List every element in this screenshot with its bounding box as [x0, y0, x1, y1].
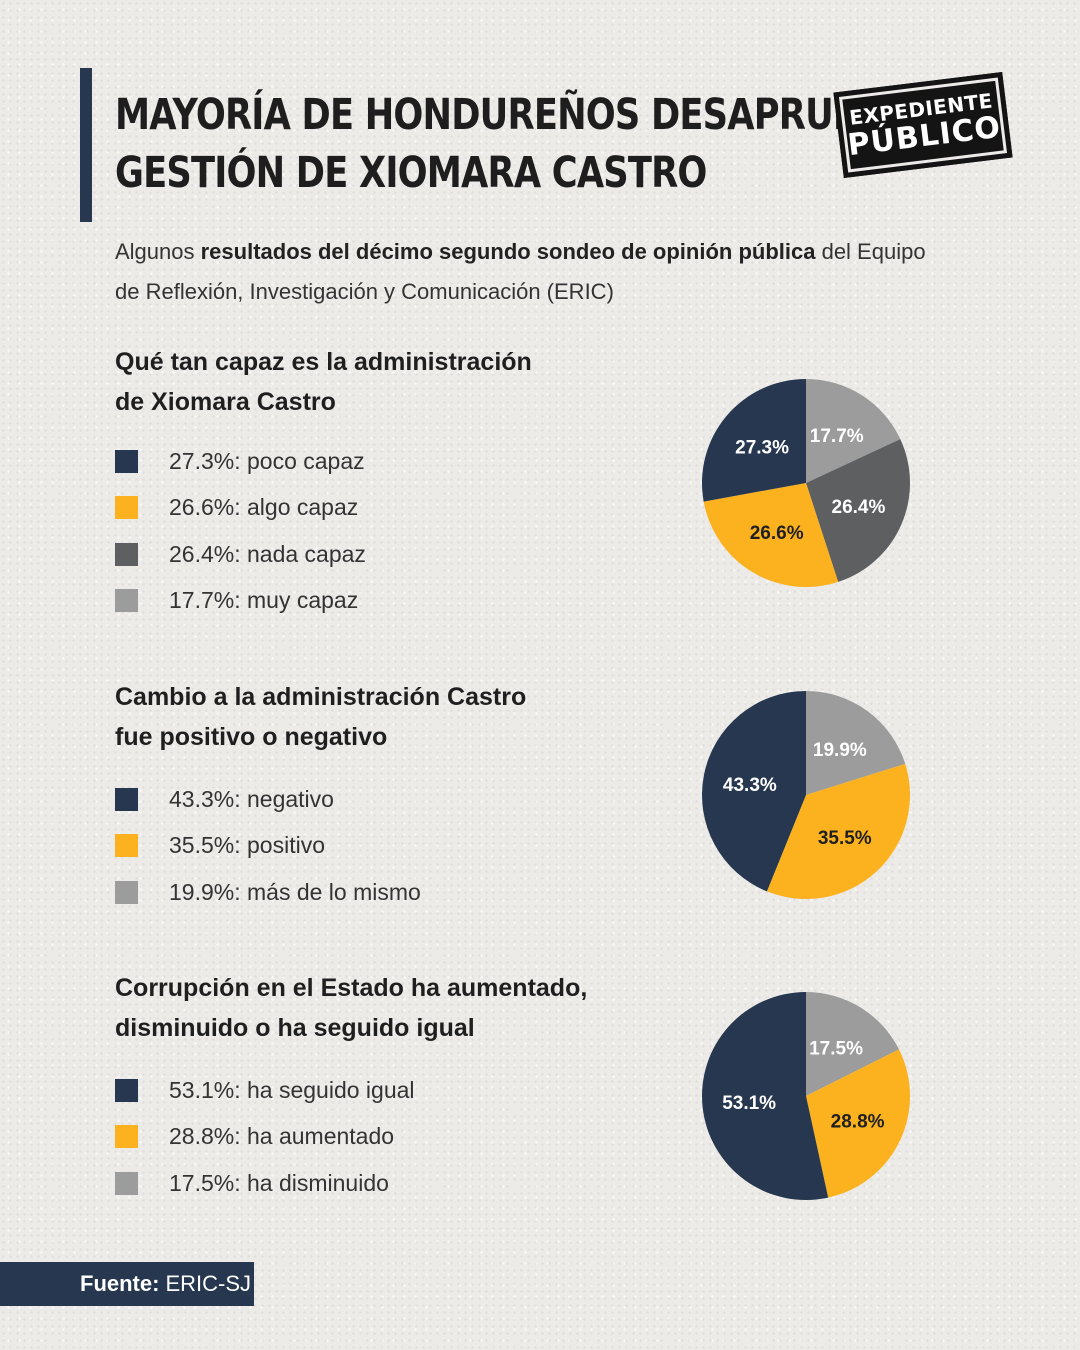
subtitle: Algunos resultados del décimo segundo so…: [115, 232, 935, 312]
pie-data-label: 17.5%: [809, 1038, 863, 1059]
pie-data-label: 17.7%: [810, 426, 864, 447]
legend-swatch: [115, 589, 138, 613]
legend-item: 43.3%: negativo: [115, 776, 421, 823]
legend-swatch: [115, 496, 138, 520]
pie-slice-ha-seguido-igual: [702, 992, 829, 1200]
pie-slice-más-de-lo-mismo: [806, 691, 906, 795]
legend-label: 53.1%: ha seguido igual: [169, 1076, 415, 1103]
chart-1-title: Qué tan capaz es la administración de Xi…: [115, 342, 635, 422]
legend-label: 35.5%: positivo: [169, 832, 325, 859]
legend-swatch: [115, 834, 138, 858]
legend-swatch: [115, 542, 138, 566]
subtitle-pre: Algunos: [115, 239, 201, 264]
pie-data-label: 27.3%: [735, 437, 789, 458]
legend-item: 26.6%: algo capaz: [115, 485, 366, 532]
chart-3-title-line-2: disminuido o ha seguido igual: [115, 1014, 475, 1042]
legend-item: 35.5%: positivo: [115, 823, 421, 870]
chart-1-title-line-2: de Xiomara Castro: [115, 388, 336, 416]
legend-label: 17.5%: ha disminuido: [169, 1169, 389, 1196]
pie-slice-poco-capaz: [702, 379, 806, 502]
legend-label: 19.9%: más de lo mismo: [169, 878, 421, 905]
pie-slice-muy-capaz: [806, 379, 901, 483]
legend-label: 26.4%: nada capaz: [169, 540, 366, 567]
pie-data-label: 35.5%: [818, 828, 872, 849]
legend-label: 26.6%: algo capaz: [169, 494, 359, 521]
legend-item: 19.9%: más de lo mismo: [115, 869, 421, 916]
pie-data-label: 43.3%: [723, 775, 777, 796]
expediente-publico-logo: EXPEDIENTE PÚBLICO: [833, 71, 1013, 179]
title-accent-bar: [80, 68, 92, 222]
legend-swatch: [115, 787, 138, 811]
pie-chart-1: 27.3% 26.6% 26.4% 17.7%: [702, 379, 910, 587]
chart-1-title-line-1: Qué tan capaz es la administración: [115, 348, 532, 376]
pie-slice-ha-aumentado: [806, 1049, 910, 1198]
pie-slice-nada-capaz: [806, 439, 910, 582]
legend-item: 27.3%: poco capaz: [115, 438, 366, 485]
legend-swatch: [115, 1171, 138, 1195]
page-title: MAYORÍA DE HONDUREÑOS DESAPRUEBA GESTIÓN…: [115, 86, 910, 202]
legend-swatch: [115, 449, 138, 473]
pie-data-label: 26.6%: [750, 523, 804, 544]
legend-item: 17.5%: ha disminuido: [115, 1160, 415, 1207]
pie-slice-positivo: [766, 763, 910, 899]
subtitle-bold: resultados del décimo segundo sondeo de …: [200, 239, 816, 264]
source-footer: Fuente: ERIC-SJ: [0, 1262, 254, 1306]
chart-2-title-line-2: fue positivo o negativo: [115, 723, 388, 751]
pie-chart-2: 43.3% 35.5% 19.9%: [701, 691, 910, 899]
page-title-line-2: GESTIÓN DE XIOMARA CASTRO: [115, 148, 707, 198]
pie-chart-3: 53.1% 28.8% 17.5%: [702, 992, 910, 1200]
legend-label: 28.8%: ha aumentado: [169, 1123, 395, 1150]
chart-3-title: Corrupción en el Estado ha aumentado, di…: [115, 968, 635, 1048]
pie-data-label: 53.1%: [722, 1093, 776, 1114]
chart-2-legend: 43.3%: negativo 35.5%: positivo 19.9%: m…: [115, 776, 421, 916]
pie-data-label: 28.8%: [831, 1112, 885, 1133]
chart-3-title-line-1: Corrupción en el Estado ha aumentado,: [115, 974, 588, 1002]
legend-swatch: [115, 1125, 138, 1149]
legend-label: 17.7%: muy capaz: [169, 587, 359, 614]
legend-swatch: [115, 1078, 138, 1102]
pie-slice-negativo: [701, 691, 806, 892]
pie-data-label: 26.4%: [832, 497, 886, 518]
chart-2-title: Cambio a la administración Castro fue po…: [115, 677, 635, 757]
legend-item: 17.7%: muy capaz: [115, 578, 366, 625]
page-title-line-1: MAYORÍA DE HONDUREÑOS DESAPRUEBA: [115, 90, 910, 140]
legend-swatch: [115, 880, 138, 904]
pie-slice-algo-capaz: [703, 483, 839, 587]
legend-item: 28.8%: ha aumentado: [115, 1114, 415, 1161]
legend-item: 53.1%: ha seguido igual: [115, 1067, 415, 1114]
source-value: ERIC-SJ: [165, 1271, 252, 1296]
chart-2-title-line-1: Cambio a la administración Castro: [115, 683, 527, 711]
subtitle-post: del Equipo de Reflexión, Investigación y…: [115, 239, 926, 304]
chart-1-legend: 27.3%: poco capaz 26.6%: algo capaz 26.4…: [115, 438, 366, 624]
pie-data-label: 19.9%: [813, 740, 867, 761]
source-label: Fuente:: [80, 1271, 160, 1296]
pie-slice-ha-disminuido: [806, 992, 899, 1096]
legend-label: 43.3%: negativo: [169, 785, 334, 812]
legend-label: 27.3%: poco capaz: [169, 447, 365, 474]
legend-item: 26.4%: nada capaz: [115, 531, 366, 578]
chart-3-legend: 53.1%: ha seguido igual 28.8%: ha aument…: [115, 1067, 415, 1207]
